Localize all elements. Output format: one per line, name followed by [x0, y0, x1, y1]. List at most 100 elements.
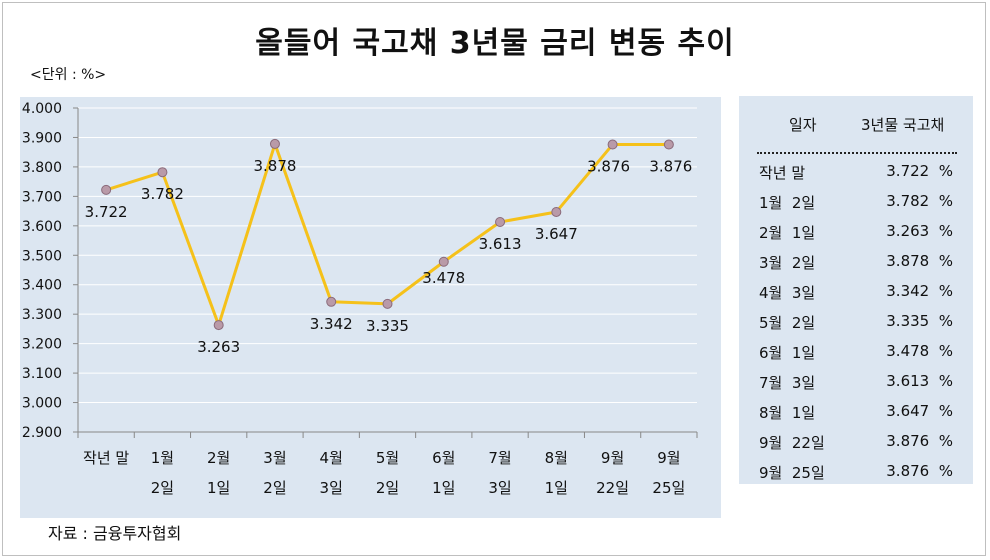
x-tick-label: 7월: [488, 449, 511, 467]
x-tick-label: 6월: [432, 449, 455, 467]
table-row: 2월 1일 3.263 %: [739, 222, 973, 252]
data-point: [213, 320, 224, 331]
table-cell-date: 2월 1일: [759, 224, 816, 242]
table-cell-date: 3월 2일: [759, 254, 816, 272]
data-labels: 3.722 3.782 3.263 3.878 3.342 3.335 3.478 3.613…: [85, 157, 693, 356]
table-cell-date: 1월 2일: [759, 194, 816, 212]
series-line: [105, 142, 669, 327]
data-point: [382, 298, 393, 309]
table-cell-value: 3.876 %: [886, 462, 953, 480]
x-tick-label: 4월: [320, 449, 343, 467]
y-tick-label: 2.900: [22, 425, 62, 441]
x-tick-label: 9월: [657, 449, 680, 467]
data-label: 3.342: [310, 315, 353, 333]
table-row: 8월 1일 3.647 %: [739, 402, 973, 432]
data-label: 3.263: [197, 338, 240, 356]
y-tick-label: 4.000: [22, 101, 62, 117]
y-tick-label: 3.700: [22, 189, 62, 205]
rate-table: 일자 3년물 국고채 작년 말 3.722 % 1월 2일 3.782 % 2월 1일 3…: [739, 96, 973, 484]
table-row: 5월 2일 3.335 %: [739, 312, 973, 342]
x-tick-label: 1일: [545, 479, 568, 497]
x-tick-label: 2일: [151, 479, 174, 497]
data-points: [101, 138, 674, 331]
x-tick-label: 5월: [376, 449, 399, 467]
y-tick-label: 3.400: [22, 278, 62, 294]
table-row: 7월 3일 3.613 %: [739, 372, 973, 402]
source-note: 자료 : 금융투자협회: [48, 524, 182, 543]
y-tick-label: 3.200: [22, 337, 62, 353]
table-cell-value: 3.478 %: [886, 342, 953, 360]
y-axis: 4.000 3.900 3.800 3.700 3.600 3.500 3.400 3.300…: [22, 101, 79, 441]
series-line-path: [105, 142, 669, 327]
table-row: 3월 2일 3.878 %: [739, 252, 973, 282]
table-cell-value: 3.722 %: [886, 162, 953, 180]
table-cell-date: 9월 25일: [759, 464, 825, 482]
data-label: 3.647: [535, 225, 578, 243]
x-tick-label: 2월: [207, 449, 230, 467]
table-cell-value: 3.647 %: [886, 402, 953, 420]
x-axis: 작년 말 1월 2일 2월 1일 3월 2일 4월 3일 5월 2일 6월 1일 7월 3일 8월 1일 9월 22…: [77, 431, 698, 497]
table-row: 1월 2일 3.782 %: [739, 192, 973, 222]
y-tick-label: 3.300: [22, 307, 62, 323]
x-tick-label: 22일: [596, 479, 629, 497]
table-row: 6월 1일 3.478 %: [739, 342, 973, 372]
table-row: 9월 22일 3.876 %: [739, 432, 973, 462]
data-point: [438, 256, 449, 267]
data-label: 3.782: [141, 185, 184, 203]
table-cell-value: 3.342 %: [886, 282, 953, 300]
data-label: 3.876: [587, 158, 630, 176]
table-row: 9월 25일 3.876 %: [739, 462, 973, 492]
data-label: 3.876: [649, 158, 692, 176]
data-point: [157, 167, 168, 178]
table-row: 작년 말 3.722 %: [739, 162, 973, 192]
data-label: 3.613: [479, 235, 522, 253]
x-tick-label: 3일: [488, 479, 511, 497]
data-point: [269, 138, 280, 149]
y-tick-label: 3.500: [22, 248, 62, 264]
table-cell-date: 5월 2일: [759, 314, 816, 332]
table-cell-value: 3.335 %: [886, 312, 953, 330]
data-point: [663, 139, 674, 150]
table-cell-date: 4월 3일: [759, 284, 816, 302]
table-header-date: 일자: [789, 116, 817, 134]
table-cell-date: 8월 1일: [759, 404, 816, 422]
y-tick-label: 3.900: [22, 130, 62, 146]
table-cell-value: 3.782 %: [886, 192, 953, 210]
unit-label: <단위 : %>: [30, 67, 107, 83]
data-point: [495, 216, 506, 227]
table-row: 4월 3일 3.342 %: [739, 282, 973, 312]
data-label: 3.878: [253, 157, 296, 175]
x-tick-label: 1일: [207, 479, 230, 497]
x-tick-label: 9월: [601, 449, 624, 467]
data-point: [101, 184, 112, 195]
data-label: 3.722: [85, 203, 128, 221]
table-cell-value: 3.263 %: [886, 222, 953, 240]
table-cell-date: 9월 22일: [759, 434, 825, 452]
x-tick-label: 3월: [263, 449, 286, 467]
data-label: 3.335: [366, 317, 409, 335]
table-header-value: 3년물 국고채: [861, 116, 945, 134]
table-cell-date: 작년 말: [759, 164, 806, 182]
data-label: 3.478: [422, 269, 465, 287]
table-cell-value: 3.876 %: [886, 432, 953, 450]
data-point: [326, 296, 337, 307]
x-tick-label: 3일: [320, 479, 343, 497]
x-tick-label: 25일: [652, 479, 685, 497]
y-tick-label: 3.600: [22, 219, 62, 235]
y-tick-label: 3.000: [22, 396, 62, 412]
y-tick-label: 3.100: [22, 366, 62, 382]
table-cell-date: 7월 3일: [759, 374, 816, 392]
chart-title: 올들어 국고채 3년물 금리 변동 추이: [255, 26, 735, 61]
x-tick-label: 작년 말: [83, 449, 129, 467]
x-tick-label: 2일: [376, 479, 399, 497]
header-divider: [757, 152, 957, 154]
table-cell-value: 3.613 %: [886, 372, 953, 390]
data-point: [551, 206, 562, 217]
data-point: [607, 139, 618, 150]
y-tick-label: 3.800: [22, 160, 62, 176]
table-cell-value: 3.878 %: [886, 252, 953, 270]
table-cell-date: 6월 1일: [759, 344, 816, 362]
x-tick-label: 2일: [263, 479, 286, 497]
